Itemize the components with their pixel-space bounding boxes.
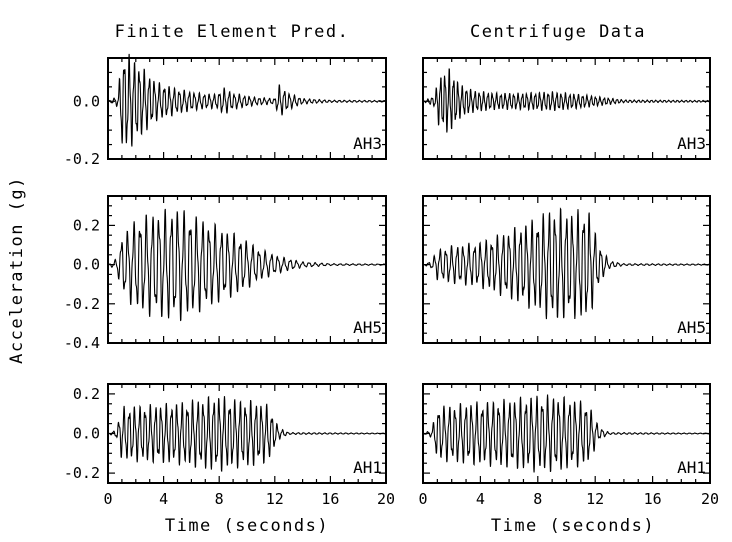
x-axis-label-right: Time (seconds) [491, 516, 655, 536]
series-line [107, 208, 387, 322]
x-tick-label: 12 [266, 490, 284, 508]
series-line [422, 207, 711, 320]
y-tick-label: 0.0 [73, 92, 100, 110]
y-tick-label: 0.2 [73, 216, 100, 234]
plot-frame [107, 195, 387, 344]
y-tick-label: -0.2 [64, 464, 100, 482]
y-tick-label: 0.0 [73, 425, 100, 443]
panel-label: AH3 [677, 134, 706, 153]
x-tick-label: 16 [644, 490, 662, 508]
y-tick-label: -0.2 [64, 295, 100, 313]
panel-ah5-centrifuge: AH5 [422, 195, 711, 344]
panel-label: AH1 [677, 458, 706, 477]
plot-frame [422, 195, 711, 344]
panel-label: AH5 [677, 318, 706, 337]
column-title-left: Finite Element Pred. [115, 22, 350, 42]
panel-ah5-fe: AH5 0.2 0.0 -0.2 -0.4 [64, 195, 387, 352]
panel-ah3-centrifuge: AH3 [422, 57, 711, 160]
x-tick-label: 4 [476, 490, 485, 508]
y-tick-label: -0.2 [64, 150, 100, 168]
x-tick-label: 20 [377, 490, 395, 508]
x-tick-label: 8 [533, 490, 542, 508]
series-line [422, 68, 711, 133]
y-axis-label: Acceleration (g) [7, 176, 27, 364]
series-line [422, 394, 711, 473]
x-tick-label: 16 [321, 490, 339, 508]
x-axis-label-left: Time (seconds) [165, 516, 329, 536]
panel-label: AH3 [353, 134, 382, 153]
panel-label: AH1 [353, 458, 382, 477]
x-tick-label: 4 [159, 490, 168, 508]
x-tick-label: 8 [215, 490, 224, 508]
y-tick-label: 0.0 [73, 256, 100, 274]
panel-ah1-centrifuge: AH1 0 4 8 12 16 20 [418, 383, 719, 508]
x-tick-label: 0 [418, 490, 427, 508]
x-tick-label: 0 [103, 490, 112, 508]
y-tick-label: 0.2 [73, 385, 100, 403]
plot-frame [422, 57, 711, 160]
column-title-right: Centrifuge Data [470, 22, 646, 42]
plot-frame [107, 57, 387, 160]
panel-ah1-fe: AH1 0.2 0.0 -0.20 4 8 12 16 20 [64, 383, 395, 508]
y-tick-label: -0.4 [64, 334, 100, 352]
series-line [107, 53, 387, 147]
x-tick-label: 12 [586, 490, 604, 508]
series-line [107, 395, 387, 472]
panels: AH3 0.0 -0.2 AH3 AH5 0.2 0.0 -0.2 -0.4 AH5 AH1 0.2 0… [64, 53, 719, 508]
panel-ah3-fe: AH3 0.0 -0.2 [64, 53, 387, 168]
x-tick-label: 20 [701, 490, 719, 508]
panel-label: AH5 [353, 318, 382, 337]
